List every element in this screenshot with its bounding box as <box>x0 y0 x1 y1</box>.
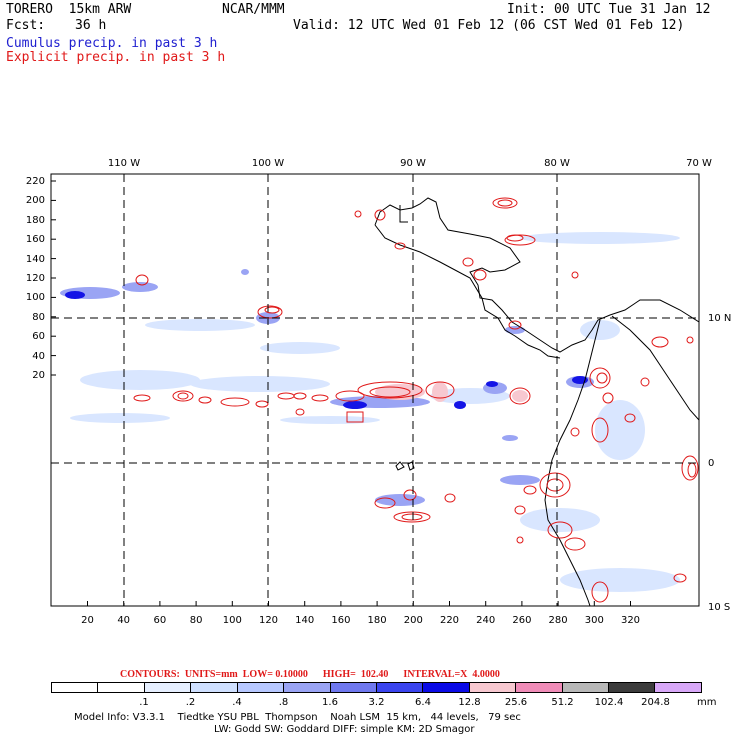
color-swatch <box>516 683 563 692</box>
top-axis-label: 110 W <box>107 158 141 169</box>
y-axis-label: 80 <box>32 311 45 323</box>
color-swatch <box>52 683 99 692</box>
color-swatch <box>562 683 610 692</box>
color-scale-label: 51.2 <box>551 697 574 708</box>
y-ticks <box>51 180 56 376</box>
color-swatch <box>609 683 656 692</box>
x-axis-label: 60 <box>153 615 167 626</box>
map-frame <box>50 173 700 607</box>
top-axis-label: 100 W <box>251 158 285 169</box>
x-axis-label: 80 <box>189 615 203 626</box>
color-swatch <box>98 683 145 692</box>
y-axis-label: 140 <box>25 253 45 265</box>
color-scale-label: 1.6 <box>322 697 338 708</box>
color-swatch <box>655 683 701 692</box>
x-axis-label: 100 <box>222 615 242 626</box>
color-scale-unit: mm <box>697 697 717 708</box>
y-axis-label: 60 <box>32 331 45 343</box>
x-axis-label: 260 <box>512 615 532 626</box>
map-content <box>51 174 699 606</box>
color-scale-bar <box>51 682 702 693</box>
color-scale-label: .1 <box>139 697 149 708</box>
explicit-legend: Explicit precip. in past 3 h <box>6 50 226 65</box>
color-scale-label: .8 <box>278 697 289 708</box>
coastlines <box>374 197 699 606</box>
y-axis-label: 160 <box>25 234 45 246</box>
color-scale-label: 6.4 <box>415 697 431 708</box>
init-time: Init: 00 UTC Tue 31 Jan 12 <box>507 2 711 17</box>
x-axis-label: 280 <box>548 615 568 626</box>
x-axis-label: 180 <box>367 615 387 626</box>
graticule <box>51 174 699 606</box>
color-scale-label: .4 <box>232 697 242 708</box>
right-axis-label: 10 S <box>708 602 731 613</box>
color-swatch <box>330 683 377 692</box>
color-scale-label: 12.8 <box>458 697 481 708</box>
color-scale-label: 102.4 <box>594 697 624 708</box>
forecast-label: Fcst: <box>6 18 46 33</box>
color-swatch <box>376 683 424 692</box>
model-info-line2: LW: Godd SW: Goddard DIFF: simple KM: 2D… <box>214 724 475 735</box>
color-scale-label: 204.8 <box>641 697 670 708</box>
color-scale-label: 25.6 <box>504 697 528 708</box>
y-axis-label: 200 <box>25 195 45 207</box>
y-axis-label: 220 <box>25 176 45 187</box>
y-axis-label: 100 <box>25 292 45 304</box>
color-swatch <box>144 683 192 692</box>
top-axis-label: 70 W <box>686 158 712 169</box>
color-scale-label: 3.2 <box>368 697 385 708</box>
x-axis-label: 300 <box>584 615 604 626</box>
y-axis-label: 180 <box>25 214 45 226</box>
y-axis-label: 120 <box>25 273 45 284</box>
explicit-contours <box>133 197 699 603</box>
color-swatch <box>284 683 331 692</box>
x-axis-label: 120 <box>258 615 279 626</box>
right-axis-label: 10 N <box>708 313 732 324</box>
x-axis-label: 140 <box>295 615 315 626</box>
x-axis-label: 200 <box>403 615 423 626</box>
x-axis-label: 320 <box>620 615 641 626</box>
color-swatch <box>237 683 285 692</box>
x-axis-label: 20 <box>81 615 94 626</box>
map-background <box>51 174 699 606</box>
model-info-line1: Model Info: V3.3.1 Tiedtke YSU PBL Thomp… <box>74 712 521 723</box>
color-swatch <box>191 683 238 692</box>
forecast-hours: 36 h <box>75 18 107 33</box>
x-ticks <box>87 601 631 606</box>
x-axis-label: 240 <box>476 615 496 626</box>
organization-label: NCAR/MMM <box>222 2 285 17</box>
color-swatch <box>469 683 517 692</box>
y-axis-label: 40 <box>32 350 45 362</box>
contours-info: CONTOURS: UNITS=mm LOW= 0.10000 HIGH= 10… <box>120 669 500 680</box>
color-swatch <box>423 683 470 692</box>
x-axis-label: 220 <box>439 615 460 626</box>
top-axis-label: 90 W <box>400 158 426 169</box>
x-axis-label: 160 <box>331 615 351 626</box>
x-axis-label: 40 <box>117 615 131 626</box>
right-axis-label: 0 <box>708 458 715 469</box>
top-axis-label: 80 W <box>544 158 570 169</box>
model-title: TORERO 15km ARW <box>6 2 132 17</box>
y-axis-label: 20 <box>32 370 45 381</box>
valid-time: Valid: 12 UTC Wed 01 Feb 12 (06 CST Wed … <box>293 18 685 33</box>
cumulus-legend: Cumulus precip. in past 3 h <box>6 36 218 51</box>
color-scale-label: .2 <box>185 697 196 708</box>
